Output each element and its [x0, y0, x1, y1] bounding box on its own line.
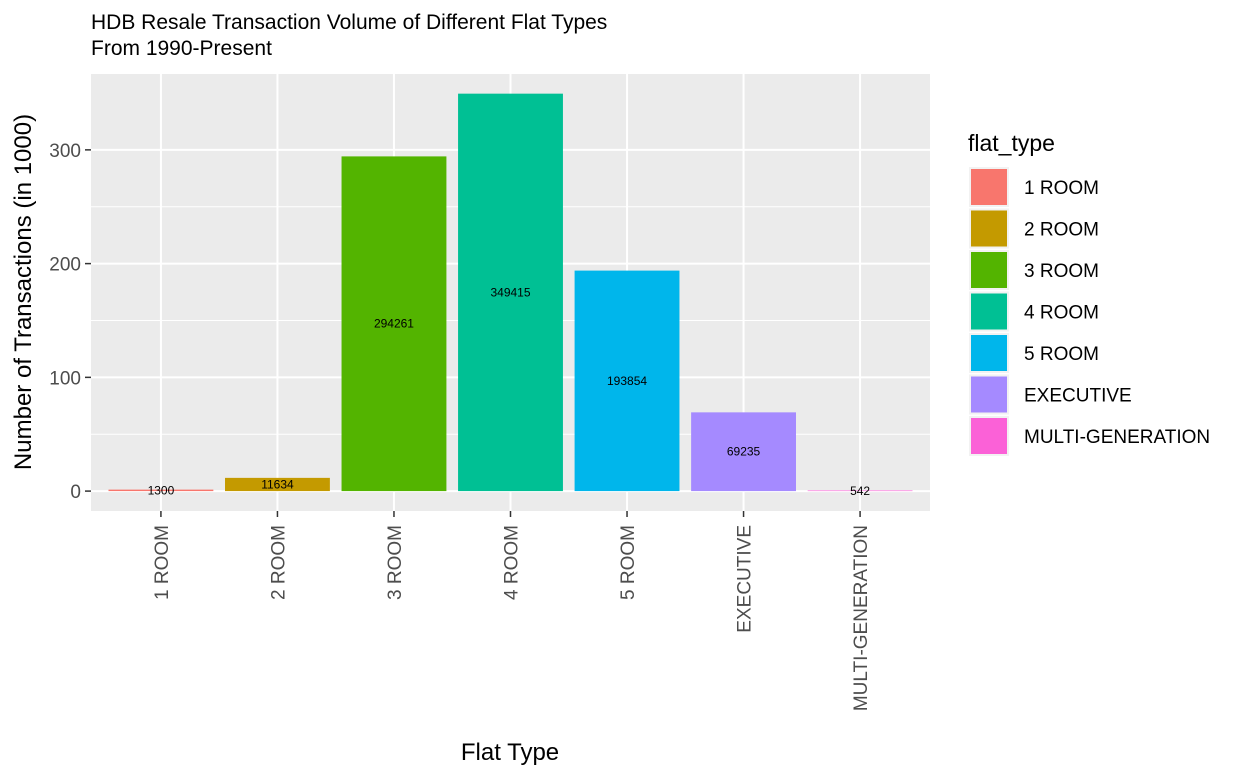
legend-label: 2 ROOM — [1024, 220, 1099, 241]
bar — [807, 490, 913, 492]
bar — [574, 270, 680, 492]
bar-value-label: 69235 — [727, 445, 761, 459]
bar — [225, 477, 330, 492]
bar-value-label: 193854 — [607, 374, 647, 388]
x-tick-label: 5 ROOM — [618, 525, 639, 600]
legend-swatch — [971, 252, 1007, 288]
legend-label: 4 ROOM — [1024, 303, 1099, 324]
legend-label: MULTI-GENERATION — [1024, 427, 1210, 448]
legend-label: EXECUTIVE — [1024, 386, 1132, 407]
y-axis: 0 100 200 300 — [49, 141, 91, 503]
legend-swatch — [971, 293, 1007, 330]
bar — [691, 412, 796, 492]
bar-value-label: 349415 — [490, 285, 530, 299]
legend-label: 5 ROOM — [1024, 344, 1099, 365]
bar — [458, 93, 563, 492]
y-tick-label: 200 — [49, 255, 81, 276]
legend-swatch — [971, 376, 1007, 413]
x-tick-label: 2 ROOM — [268, 525, 289, 600]
legend-swatch — [971, 418, 1007, 454]
legend-swatch — [971, 210, 1007, 247]
x-tick-label: MULTI-GENERATION — [851, 525, 872, 711]
bar-value-label: 11634 — [261, 477, 294, 491]
x-tick-label: 3 ROOM — [385, 525, 406, 600]
bar-value-label: 294261 — [374, 317, 414, 331]
x-axis: 1 ROOM 2 ROOM 3 ROOM 4 ROOM 5 ROOM EXECUTIVE M… — [152, 511, 872, 711]
x-tick-label: 1 ROOM — [152, 525, 173, 600]
bar-value-label: 1300 — [148, 483, 175, 497]
bar — [108, 489, 214, 492]
y-axis-title: Number of Transactions (in 1000) — [10, 114, 37, 470]
legend-label: 1 ROOM — [1024, 178, 1099, 199]
y-tick-label: 0 — [70, 482, 81, 503]
x-tick-label: 4 ROOM — [502, 525, 523, 600]
bar-value-label: 542 — [850, 484, 870, 498]
legend-label: 3 ROOM — [1024, 261, 1099, 282]
legend-title: flat_type — [968, 130, 1055, 156]
x-axis-title: Flat Type — [461, 739, 559, 766]
bar-value-labels: 1300 11634 294261 349415 193854 69235 542 — [148, 285, 871, 497]
chart-subtitle: From 1990-Present — [91, 37, 272, 60]
y-tick-label: 100 — [49, 368, 81, 389]
bar — [341, 156, 447, 492]
legend-swatch — [971, 335, 1007, 371]
bars — [108, 93, 913, 492]
legend-items: 1 ROOM 2 ROOM 3 ROOM 4 ROOM 5 ROOM EXECUTIVE M… — [969, 167, 1210, 456]
legend: flat_type 1 ROOM 2 ROOM 3 ROOM 4 ROOM 5 ROOM… — [968, 130, 1210, 456]
legend-swatch — [971, 169, 1007, 205]
x-tick-label: EXECUTIVE — [735, 525, 756, 633]
chart-title: HDB Resale Transaction Volume of Differe… — [91, 11, 607, 34]
y-tick-label: 300 — [49, 141, 81, 162]
